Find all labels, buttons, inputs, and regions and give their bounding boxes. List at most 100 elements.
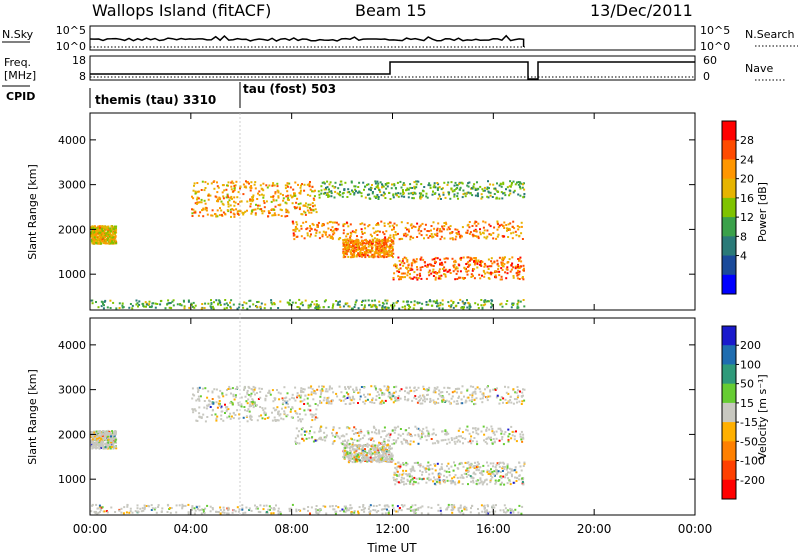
velocity-cell: [308, 437, 310, 439]
power-cell: [104, 242, 106, 244]
power-cell: [375, 240, 377, 242]
velocity-cell: [499, 428, 501, 430]
power-cell: [282, 194, 284, 196]
power-cell: [222, 195, 224, 197]
power-cell: [450, 300, 452, 302]
power-cell: [350, 253, 352, 255]
velocity-cell: [493, 438, 495, 440]
power-cell: [344, 256, 346, 258]
velocity-cell: [434, 465, 436, 467]
power-cell: [471, 194, 473, 196]
colorbar-tick-label: 12: [740, 211, 754, 224]
velocity-cell: [215, 511, 217, 513]
power-cell: [102, 303, 104, 305]
power-cell: [274, 212, 276, 214]
velocity-cell: [420, 463, 422, 465]
power-cell: [479, 228, 481, 230]
colorbar-swatch: [722, 198, 736, 218]
velocity-cell: [442, 397, 444, 399]
velocity-cell: [402, 433, 404, 435]
power-cell: [315, 208, 317, 210]
velocity-cell: [452, 391, 454, 393]
power-cell: [202, 215, 204, 217]
velocity-cell: [496, 387, 498, 389]
power-cell: [387, 185, 389, 187]
velocity-cell: [376, 505, 378, 507]
velocity-cell: [401, 474, 403, 476]
power-cell: [332, 303, 334, 305]
velocity-cell: [170, 512, 172, 514]
velocity-cell: [419, 470, 421, 472]
power-cell: [188, 307, 190, 309]
velocity-cell: [368, 508, 370, 510]
velocity-cell: [514, 477, 516, 479]
power-cell: [245, 180, 247, 182]
velocity-cell: [521, 506, 523, 508]
velocity-cell: [349, 507, 351, 509]
power-cell: [466, 299, 468, 301]
velocity-cell: [462, 513, 464, 515]
velocity-cell: [405, 464, 407, 466]
power-cell: [314, 205, 316, 207]
velocity-cell: [391, 458, 393, 460]
power-cell: [414, 300, 416, 302]
power-cell: [503, 222, 505, 224]
velocity-cell: [441, 401, 443, 403]
power-cell: [518, 184, 520, 186]
velocity-cell: [191, 507, 193, 509]
velocity-cell: [204, 400, 206, 402]
power-cell: [519, 195, 521, 197]
power-cell: [506, 268, 508, 270]
velocity-cell: [311, 394, 313, 396]
power-cell: [360, 223, 362, 225]
power-cell: [308, 212, 310, 214]
nsky-tick-top: 10^5: [56, 24, 86, 37]
velocity-cell: [319, 402, 321, 404]
power-cell: [228, 206, 230, 208]
power-cell: [271, 208, 273, 210]
velocity-cell: [243, 406, 245, 408]
power-cell: [217, 199, 219, 201]
velocity-cell: [430, 464, 432, 466]
velocity-cell: [222, 395, 224, 397]
velocity-cell: [443, 387, 445, 389]
colorbar-swatch: [722, 236, 736, 256]
velocity-cell: [111, 430, 113, 432]
velocity-cell: [307, 398, 309, 400]
velocity-cell: [373, 440, 375, 442]
velocity-cell: [481, 401, 483, 403]
velocity-cell: [383, 393, 385, 395]
velocity-cell: [459, 477, 461, 479]
power-cell: [361, 231, 363, 233]
power-cell: [219, 214, 221, 216]
power-cell: [95, 233, 97, 235]
power-cell: [509, 228, 511, 230]
power-cell: [343, 229, 345, 231]
velocity-cell: [310, 426, 312, 428]
velocity-cell: [342, 456, 344, 458]
velocity-cell: [506, 402, 508, 404]
power-cell: [227, 203, 229, 205]
power-cell: [264, 206, 266, 208]
power-cell: [229, 197, 231, 199]
velocity-cell: [502, 462, 504, 464]
power-cell: [483, 232, 485, 234]
power-cell: [114, 226, 116, 228]
power-cell: [426, 193, 428, 195]
velocity-cell: [219, 390, 221, 392]
velocity-cell: [319, 438, 321, 440]
velocity-cell: [400, 464, 402, 466]
velocity-cell: [432, 473, 434, 475]
power-cell: [520, 265, 522, 267]
velocity-cell: [476, 483, 478, 485]
velocity-cell: [470, 435, 472, 437]
power-cell: [393, 196, 395, 198]
velocity-cell: [484, 507, 486, 509]
velocity-cell: [495, 469, 497, 471]
power-cell: [295, 228, 297, 230]
power-cell: [492, 184, 494, 186]
velocity-cell: [498, 479, 500, 481]
velocity-cell: [295, 437, 297, 439]
